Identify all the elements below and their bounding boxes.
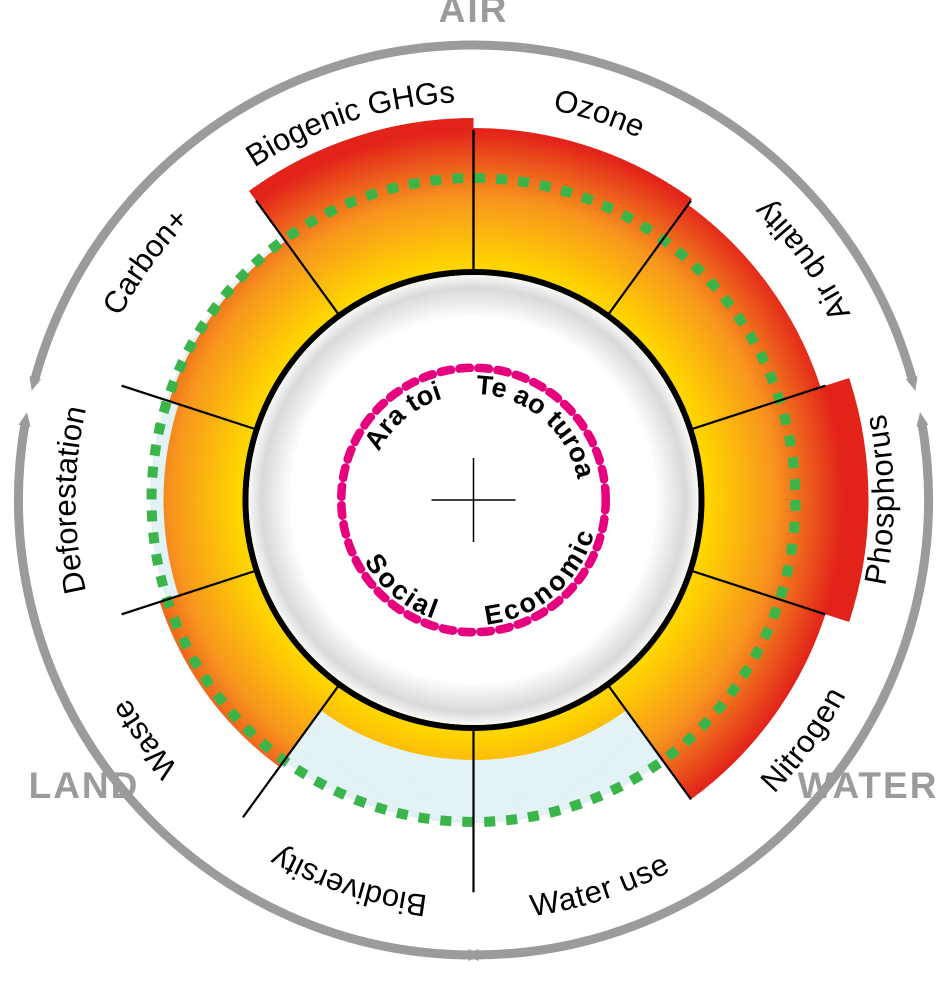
outer-arc-label: AIR — [439, 0, 509, 30]
outer-arc-label: WATER — [798, 765, 939, 806]
outer-arc-label: LAND — [29, 765, 140, 806]
doughnut-diagram: AIRWATERLANDOzoneAir qualityPhosphorusNi… — [0, 0, 947, 1000]
